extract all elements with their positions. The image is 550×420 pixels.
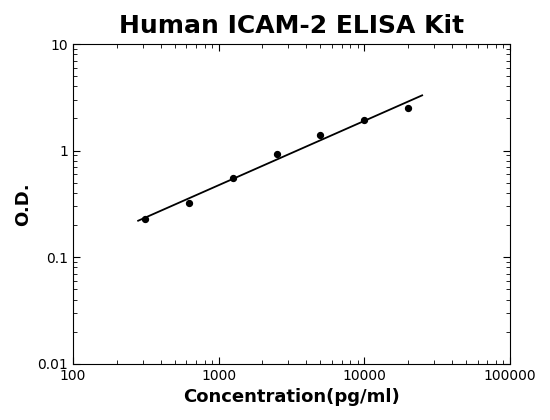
Point [228,175,237,181]
Point [404,105,412,112]
Y-axis label: O.D.: O.D. [14,182,32,226]
Point [184,200,193,207]
Point [316,131,325,138]
Point [141,215,150,222]
Point [272,151,281,158]
Title: Human ICAM-2 ELISA Kit: Human ICAM-2 ELISA Kit [119,14,464,38]
Point [360,116,368,123]
X-axis label: Concentration(pg/ml): Concentration(pg/ml) [183,388,400,406]
